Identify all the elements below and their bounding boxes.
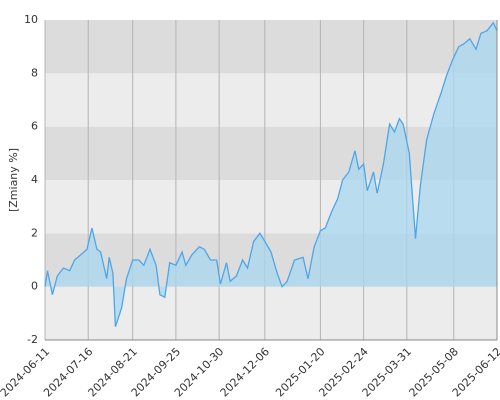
y-tick-label: 10 [24, 13, 38, 26]
y-tick-label: -2 [27, 333, 38, 346]
y-tick-label: 6 [31, 120, 38, 133]
y-tick-label: 8 [31, 66, 38, 79]
plot-band [45, 20, 497, 74]
line [44, 21, 498, 327]
plot-band [45, 73, 497, 127]
plot-band [45, 286, 497, 340]
y-tick-label: 0 [31, 280, 38, 293]
x-tick-label: 2024-12-06 [218, 345, 272, 399]
y-tick-label: 2 [31, 226, 38, 239]
area [45, 22, 497, 327]
y-axis-label: [Zmiany %] [7, 148, 20, 212]
plot-band [45, 126, 497, 180]
y-tick-label: 4 [31, 173, 38, 186]
